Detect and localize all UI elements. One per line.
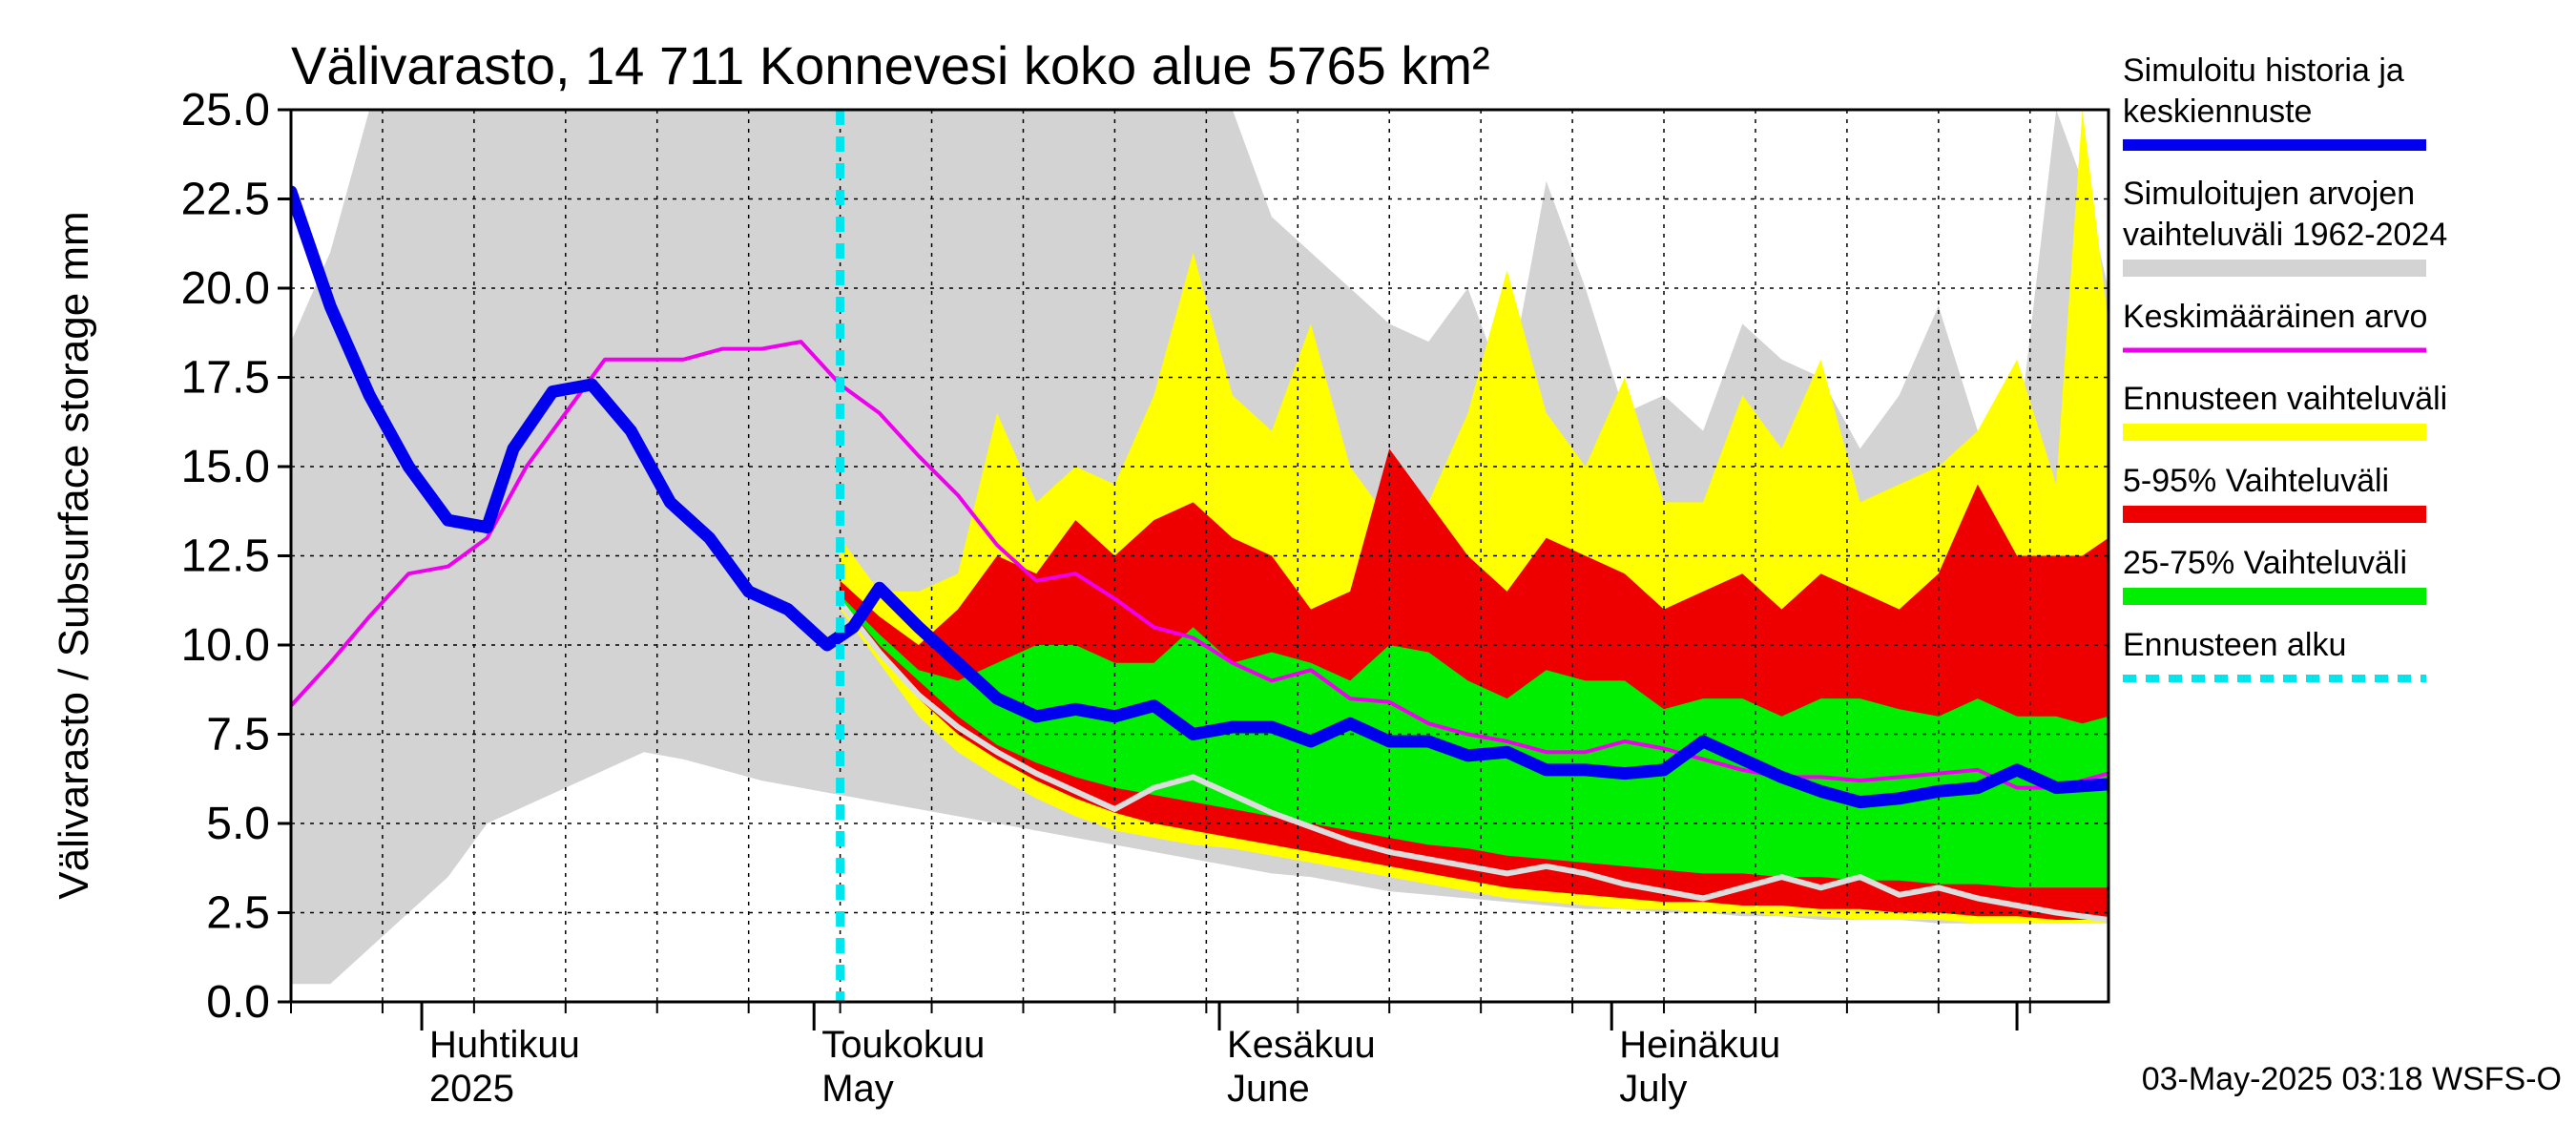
y-tick-label: 15.0 — [181, 442, 270, 492]
legend-entry: 25-75% Vaihteluväli — [2123, 545, 2426, 605]
month-label-fi: Huhtikuu — [429, 1024, 580, 1066]
legend-entry: Simuloitujen arvojen vaihteluväli 1962-20… — [2123, 176, 2447, 277]
chart-title: Välivarasto, 14 711 Konnevesi koko alue … — [291, 35, 1490, 95]
legend-label: Ennusteen vaihteluväli — [2123, 381, 2447, 417]
month-label-fi: Heinäkuu — [1619, 1024, 1780, 1066]
y-tick-label: 7.5 — [206, 710, 270, 760]
chart-lines — [291, 110, 2109, 1002]
legend-label: 5-95% Vaihteluväli — [2123, 463, 2389, 499]
y-tick-label: 17.5 — [181, 353, 270, 404]
legend-entry: 5-95% Vaihteluväli — [2123, 463, 2426, 523]
month-label-en: June — [1227, 1068, 1310, 1110]
legend-label: vaihteluväli 1962-2024 — [2123, 217, 2447, 253]
timestamp-footer: 03-May-2025 03:18 WSFS-O — [2142, 1061, 2562, 1097]
month-label-en: July — [1619, 1068, 1687, 1110]
month-label-en: May — [821, 1068, 894, 1110]
legend: Simuloitu historia jakeskiennusteSimuloi… — [2123, 52, 2447, 682]
month-label-fi: Toukokuu — [821, 1024, 985, 1066]
y-tick-label: 25.0 — [181, 85, 270, 135]
y-tick-label: 22.5 — [181, 175, 270, 225]
legend-label: Simuloitujen arvojen — [2123, 176, 2415, 212]
y-axis-label: Välivarasto / Subsurface storage mm — [51, 211, 97, 899]
legend-label: Ennusteen alku — [2123, 627, 2346, 663]
legend-label: Keskimääräinen arvo — [2123, 299, 2427, 335]
month-label-en: 2025 — [429, 1068, 514, 1110]
month-label-fi: Kesäkuu — [1227, 1024, 1376, 1066]
legend-label: 25-75% Vaihteluväli — [2123, 545, 2407, 581]
legend-entry: Simuloitu historia ja keskiennuste — [2123, 52, 2426, 151]
y-tick-label: 12.5 — [181, 531, 270, 582]
legend-label: Simuloitu historia ja — [2123, 52, 2404, 89]
chart-bands — [291, 110, 2109, 985]
legend-label: keskiennuste — [2123, 94, 2312, 130]
lower-trace-line — [837, 599, 2109, 923]
y-tick-label: 5.0 — [206, 799, 270, 849]
legend-entry: Ennusteen vaihteluväli — [2123, 381, 2447, 441]
y-tick-label: 10.0 — [181, 620, 270, 671]
legend-entry: Keskimääräinen arvo — [2123, 299, 2427, 353]
p25-75-band — [840, 594, 2109, 888]
y-tick-label: 0.0 — [206, 977, 270, 1028]
y-tick-label: 2.5 — [206, 888, 270, 939]
y-axis: 0.0 2.5 5.0 7.5 10.0 12.5 15.0 17.5 20.0 22.5 25.0 — [181, 85, 291, 1028]
legend-entry: Ennusteen alku — [2123, 627, 2426, 682]
y-tick-label: 20.0 — [181, 263, 270, 314]
simulated-history-line — [291, 185, 2109, 809]
